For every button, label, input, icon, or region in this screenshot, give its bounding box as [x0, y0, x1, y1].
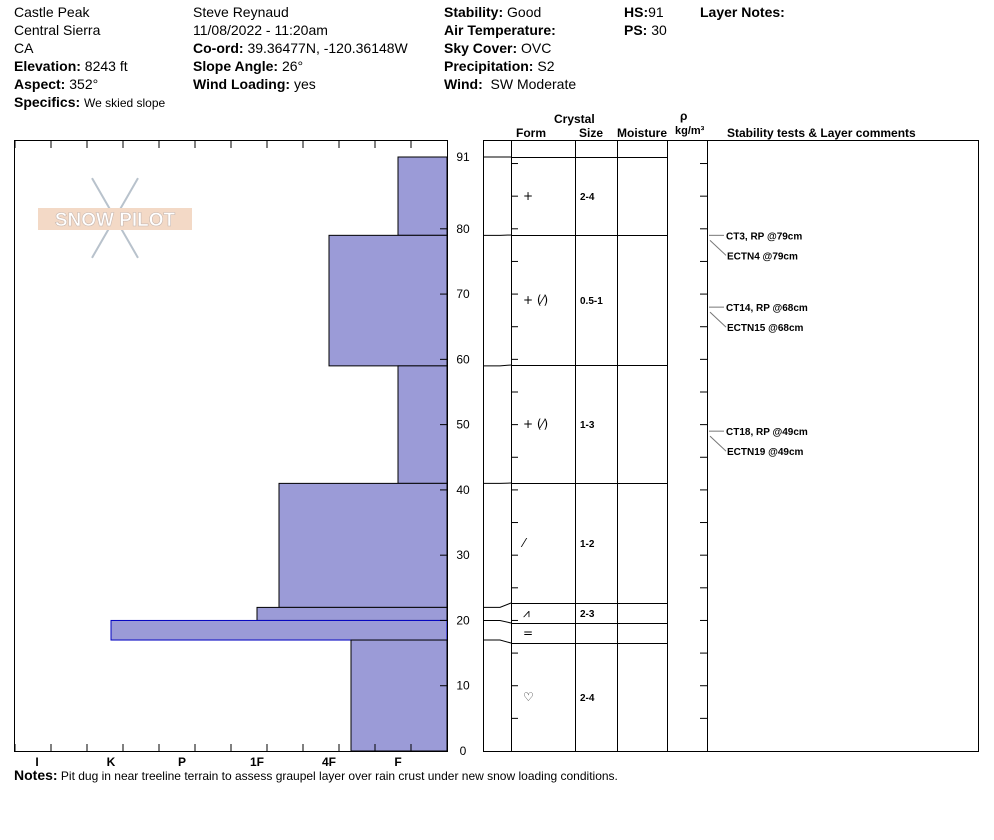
crystal-size: 1-2 — [580, 539, 595, 550]
height-tick-label: 80 — [456, 222, 470, 236]
hardness-tick-label: K — [107, 755, 116, 769]
specifics-label: Specifics: — [14, 94, 81, 110]
crystal-size: 1-3 — [580, 420, 595, 431]
wind: SW Moderate — [490, 76, 577, 92]
stability-test: CT18, RP @49cm — [726, 427, 808, 438]
precip: S2 — [537, 58, 555, 74]
coord: 39.36477N, -120.36148W — [247, 40, 408, 56]
hardness-bar — [110, 619, 448, 641]
crystal-form: + (⁄) — [523, 293, 548, 307]
notes-label: Notes: — [14, 767, 58, 783]
height-tick-label: 10 — [456, 679, 470, 693]
layer-connector — [483, 639, 512, 644]
table-frame — [483, 140, 979, 752]
height-tick-label: 60 — [456, 352, 470, 366]
crystal-size: 2-3 — [580, 609, 595, 620]
hardness-bar — [350, 639, 448, 752]
coord-label: Co-ord: — [193, 40, 244, 56]
comments-header: Stability tests & Layer comments — [727, 126, 916, 140]
stability-test: ECTN15 @68cm — [727, 323, 804, 334]
hardness-tick-label: 1F — [250, 755, 264, 769]
layer-connector — [483, 619, 512, 624]
height-tick-label: 40 — [456, 483, 470, 497]
crystal-size: 2-4 — [580, 192, 595, 203]
height-tick-label: 0 — [460, 744, 467, 758]
crystal-form: ♡ — [523, 690, 534, 704]
moisture-header: Moisture — [617, 126, 668, 140]
hs: 91 — [648, 4, 664, 20]
crystal-form: = — [523, 626, 533, 640]
aspect-label: Aspect: — [14, 76, 66, 92]
stability-label: Stability: — [444, 4, 504, 20]
wind-loading-label: Wind Loading: — [193, 76, 291, 92]
aspect: 352° — [69, 76, 99, 92]
state: CA — [14, 40, 34, 56]
height-tick-label: 50 — [456, 418, 470, 432]
sky-label: Sky Cover: — [444, 40, 518, 56]
crystal-form: ⩘ — [523, 606, 530, 620]
layer-connector — [483, 602, 512, 608]
elevation-label: Elevation: — [14, 58, 81, 74]
test-arrow — [709, 435, 727, 452]
air-temp-label: Air Temperature: — [444, 22, 556, 38]
height-tick-label: 20 — [456, 613, 470, 627]
crystal-size: 2-4 — [580, 693, 595, 704]
crystal-form: ⁄ — [520, 536, 528, 550]
height-tick-label: 91 — [456, 150, 470, 164]
location: Castle Peak — [14, 4, 90, 20]
wind-label: Wind: — [444, 76, 483, 92]
layer-connector — [483, 364, 512, 367]
precip-label: Precipitation: — [444, 58, 534, 74]
hardness-frame — [14, 140, 448, 752]
density-header: kg/m³ — [675, 125, 705, 137]
range: Central Sierra — [14, 22, 101, 38]
hardness-tick-label: P — [178, 755, 186, 769]
test-arrow — [709, 311, 727, 328]
layer-notes-label: Layer Notes: — [700, 4, 785, 20]
height-tick-label: 70 — [456, 287, 470, 301]
crystal-size: 0.5-1 — [580, 296, 603, 307]
crystal-form: + — [523, 189, 533, 203]
stability-test: ECTN4 @79cm — [727, 251, 798, 262]
datetime: 11/08/2022 - 11:20am — [193, 22, 328, 38]
ps: 30 — [651, 22, 667, 38]
stability-test: CT14, RP @68cm — [726, 303, 808, 314]
form-header: Form — [516, 126, 546, 140]
logo-band — [38, 208, 192, 230]
hardness-tick-label: F — [394, 755, 401, 769]
observer: Steve Reynaud — [193, 4, 289, 20]
rho-header: ρ — [680, 109, 688, 123]
wind-loading: yes — [293, 76, 316, 92]
slope-label: Slope Angle: — [193, 58, 279, 74]
height-tick-label: 30 — [456, 548, 470, 562]
size-header: Size — [579, 126, 604, 140]
crystal-header: Crystal — [554, 112, 595, 126]
hardness-bar — [256, 606, 448, 621]
stability-test: CT3, RP @79cm — [726, 231, 802, 242]
test-arrow — [709, 239, 727, 256]
ps-label: PS: — [624, 22, 648, 38]
hardness-bar — [397, 365, 448, 484]
hs-label: HS: — [624, 4, 649, 20]
sky: OVC — [521, 40, 552, 56]
stability-test: ECTN19 @49cm — [727, 447, 804, 458]
crystal-form: + (⁄) — [523, 417, 548, 431]
hardness-bar — [278, 482, 448, 608]
notes: Pit dug in near treeline terrain to asse… — [60, 769, 618, 783]
hardness-tick-label: 4F — [322, 755, 336, 769]
slope: 26° — [281, 58, 304, 74]
specifics: We skied slope — [84, 96, 166, 110]
hardness-bar — [328, 234, 448, 367]
logo-text: SNOW PILOT — [55, 210, 176, 231]
elevation: 8243 ft — [84, 58, 128, 74]
hardness-tick-label: I — [35, 755, 38, 769]
hardness-bar — [397, 156, 448, 236]
stability: Good — [507, 4, 542, 20]
